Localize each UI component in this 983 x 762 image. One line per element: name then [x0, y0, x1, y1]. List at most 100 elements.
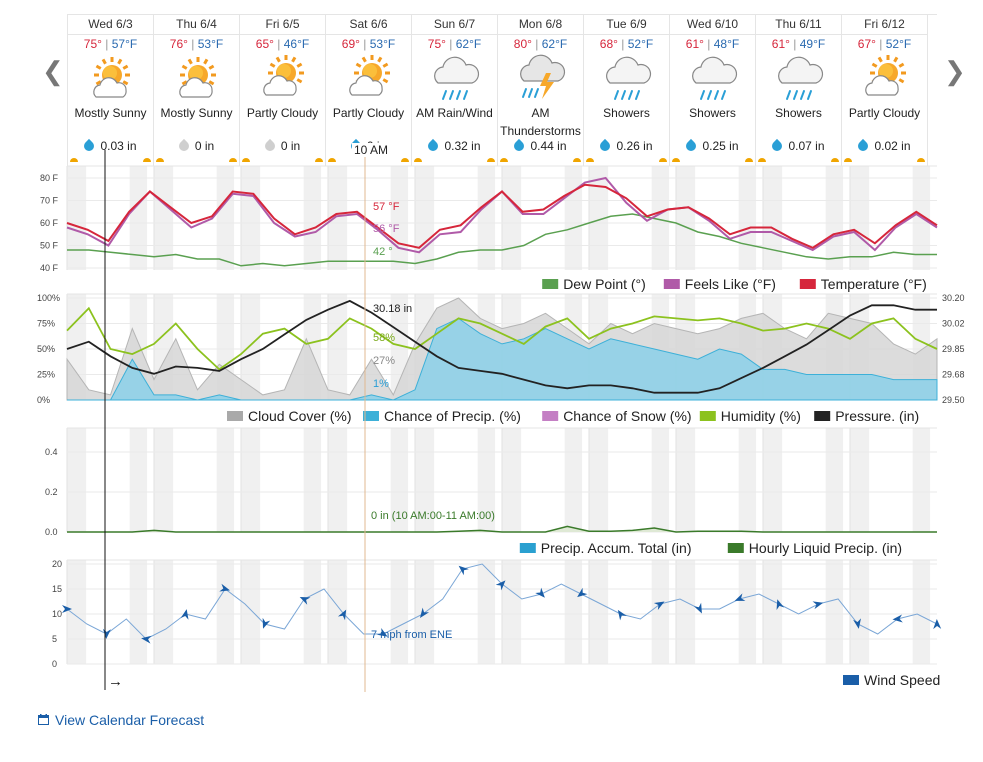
night-band [67, 560, 87, 664]
sunset-marker [143, 158, 151, 162]
night-band [676, 166, 696, 270]
night-band [825, 560, 844, 664]
day-date: Sat 6/6 [326, 15, 411, 35]
view-calendar-link[interactable]: View Calendar Forecast [38, 712, 204, 728]
cursor-feels-like: 56 °F [373, 223, 400, 235]
y-tick-label-right: 29.50 [942, 395, 965, 405]
day-precip-amount: 0.32 in [444, 139, 481, 153]
precip-chance-area [67, 317, 938, 401]
wind-arrow-icon [653, 601, 665, 610]
day-precip: 0 in [240, 138, 325, 154]
wind-line [66, 563, 938, 640]
calendar-link-label: View Calendar Forecast [55, 712, 205, 728]
wind-arrow-icon [535, 587, 545, 598]
cursor-time-label: 10 AM [352, 143, 391, 157]
wind-arrow-icon [458, 565, 469, 576]
night-band [564, 560, 583, 664]
night-band [154, 166, 174, 270]
day-condition: AM Rain/Wind [416, 106, 493, 120]
sunrise-marker [586, 158, 594, 162]
day-date: Tue 6/9 [584, 15, 669, 35]
night-band [738, 428, 757, 532]
legend-label: Wind Speed [864, 672, 940, 688]
night-band [651, 560, 670, 664]
day-card[interactable]: Wed 6/3 75° | 57°F Mostly Sunny 0.03 in [67, 15, 154, 166]
day-condition: AM Thunderstorms [500, 106, 581, 138]
legend-swatch [363, 411, 379, 421]
night-band [390, 294, 409, 400]
day-date: Fri 6/12 [842, 15, 927, 35]
day-card[interactable]: Mon 6/8 80° | 62°F AM Thunderstorms 0.44… [497, 15, 584, 166]
legend-label: Temperature (°F) [821, 276, 927, 292]
night-band [912, 294, 931, 400]
wind-arrow-icon [933, 619, 942, 630]
sunset-marker [401, 158, 409, 162]
wind-arrow-icon [262, 617, 271, 629]
showers-icon [584, 52, 669, 104]
night-band [738, 560, 757, 664]
wind-arrow-icon [577, 587, 588, 598]
day-condition: Partly Cloudy [246, 106, 319, 120]
legend-swatch [542, 279, 559, 289]
night-band [415, 166, 435, 270]
day-precip-amount: 0.44 in [530, 139, 567, 153]
day-condition: Mostly Sunny [160, 106, 233, 120]
night-band [651, 428, 670, 532]
day-date: Thu 6/4 [154, 15, 239, 35]
y-tick-label: 0% [37, 395, 50, 405]
day-temps: 76° | 53°F [169, 37, 224, 51]
night-band [328, 166, 348, 270]
night-band [738, 294, 757, 400]
y-tick-label: 25% [37, 370, 55, 380]
night-band [390, 428, 409, 532]
night-band [651, 166, 670, 270]
pressure-line [66, 299, 937, 394]
day-card[interactable]: Thu 6/4 76° | 53°F Mostly Sunny 0 in [153, 15, 240, 166]
forecast-days: Wed 6/3 75° | 57°F Mostly Sunny 0.03 in … [67, 14, 937, 166]
day-card[interactable]: Fri 6/12 67° | 52°F Partly Cloudy 0.02 i… [841, 15, 928, 166]
day-high: 76° [169, 37, 188, 51]
day-card[interactable]: Sun 6/7 75° | 62°F AM Rain/Wind 0.32 in [411, 15, 498, 166]
wind-arrow-icon [219, 583, 230, 592]
night-band [564, 428, 583, 532]
night-band [241, 166, 261, 270]
partly-cloudy-icon [842, 52, 927, 104]
legend-label: Pressure. (in) [835, 408, 919, 424]
legend-label: Cloud Cover (%) [248, 408, 351, 424]
cursor-dew-point: 42 ° [373, 246, 393, 258]
day-card[interactable]: Fri 6/5 65° | 46°F Partly Cloudy 0 in [239, 15, 326, 166]
sunset-marker [315, 158, 323, 162]
day-card[interactable]: Thu 6/11 61° | 49°F Showers 0.07 in [755, 15, 842, 166]
night-band [154, 294, 174, 400]
chevron-left-icon[interactable]: ❮ [42, 56, 64, 86]
series-line [67, 213, 937, 267]
night-band [328, 294, 348, 400]
legend-swatch [542, 411, 559, 421]
wind-arrow-icon [812, 601, 824, 610]
cursor-humidity: 58% [373, 332, 395, 344]
wind-arrow-icon [299, 596, 311, 605]
day-precip-amount: 0 in [194, 139, 215, 153]
day-precip: 0.07 in [756, 138, 841, 154]
cloud-cover-area [66, 297, 938, 401]
day-high: 68° [599, 37, 618, 51]
chevron-right-icon[interactable]: ❯ [944, 56, 966, 86]
day-condition: Mostly Sunny [74, 106, 147, 120]
day-card[interactable]: Sat 6/6 69° | 53°F Partly Cloudy 0 in [325, 15, 412, 166]
sunset-marker [917, 158, 925, 162]
cursor-wind: 7 mph from ENE [371, 629, 452, 641]
legend-swatch [799, 279, 816, 289]
day-low: 48°F [713, 37, 740, 51]
showers-icon [670, 52, 755, 104]
y-tick-label: 0.4 [45, 447, 58, 457]
day-precip: 0.25 in [670, 138, 755, 154]
day-condition: Showers [603, 106, 650, 120]
day-high: 69° [341, 37, 360, 51]
night-band [67, 166, 87, 270]
sunset-marker [487, 158, 495, 162]
sunrise-marker [156, 158, 164, 162]
day-card[interactable]: Tue 6/9 68° | 52°F Showers 0.26 in [583, 15, 670, 166]
night-band [415, 294, 435, 400]
night-band [850, 294, 870, 400]
day-card[interactable]: Wed 6/10 61° | 48°F Showers 0.25 in [669, 15, 756, 166]
